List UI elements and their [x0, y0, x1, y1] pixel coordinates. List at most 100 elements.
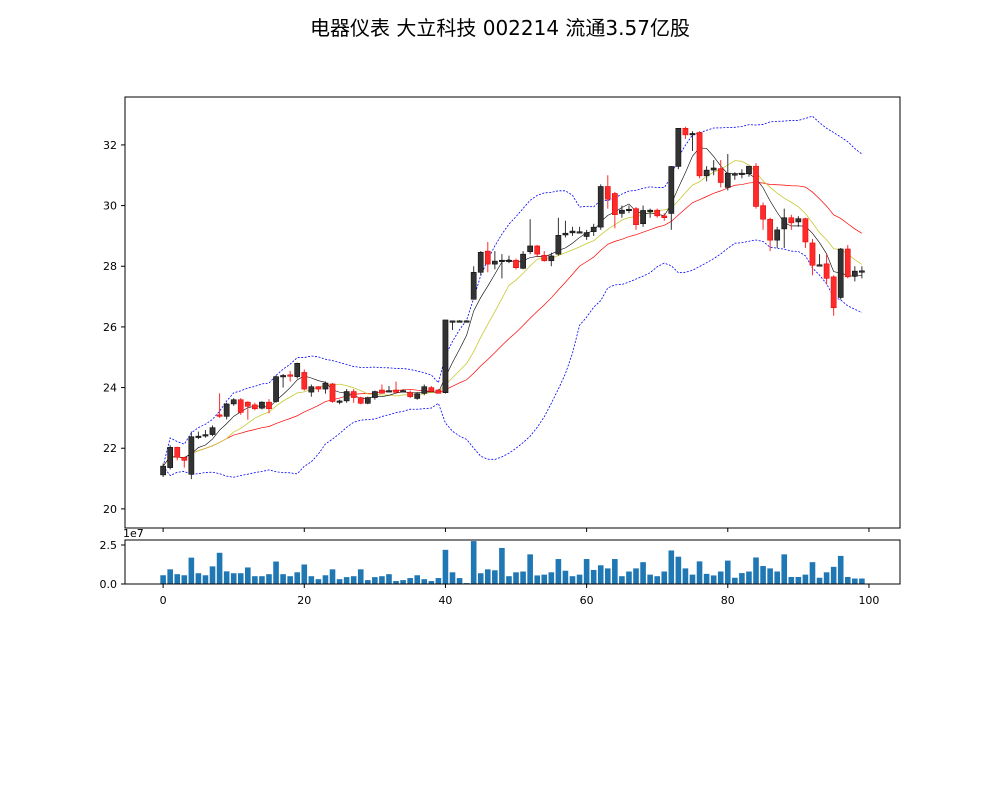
candle-body — [308, 386, 315, 393]
candle-body — [315, 386, 322, 390]
volume-bar — [237, 573, 244, 584]
candle-body — [859, 270, 865, 273]
volume-offset-text: 1e7 — [123, 527, 144, 540]
candle-body — [611, 193, 618, 215]
volume-bar — [181, 575, 188, 584]
y-tick-label: 28 — [103, 260, 117, 273]
volume-bar — [548, 572, 555, 584]
candle-body — [717, 168, 724, 183]
volume-bar — [188, 557, 195, 584]
volume-bar — [597, 565, 604, 584]
candle-body — [760, 205, 766, 220]
volume-bar — [534, 575, 541, 584]
candle-body — [195, 435, 202, 438]
x-tick-label: 100 — [858, 594, 879, 607]
candle-body — [583, 232, 590, 237]
volume-bar — [273, 561, 279, 584]
volume-bar — [252, 576, 258, 584]
candle-body — [731, 173, 738, 176]
candle-body — [294, 363, 301, 377]
volume-bar — [372, 577, 378, 584]
volume-bar — [746, 571, 752, 584]
candle-body — [661, 215, 668, 218]
candle-body — [407, 392, 414, 397]
candle-body — [301, 372, 308, 390]
volume-bar — [844, 576, 851, 584]
y-tick-label: 22 — [103, 442, 117, 455]
volume-bar — [633, 568, 639, 584]
volume-bar — [802, 574, 809, 584]
candle-body — [386, 390, 392, 393]
candle-body — [668, 166, 675, 214]
candle-body — [724, 172, 731, 188]
volume-bar — [350, 576, 357, 584]
volume-bar — [393, 581, 399, 584]
volume-bar — [280, 574, 286, 584]
candle-body — [767, 218, 773, 241]
volume-axes-frame — [124, 539, 901, 585]
candle-body — [343, 391, 350, 402]
volume-bar — [174, 574, 181, 584]
volume-bar — [767, 568, 773, 584]
volume-bar — [837, 555, 844, 584]
candle-body — [492, 260, 498, 265]
ma20-line — [162, 182, 863, 467]
candle-body — [400, 390, 406, 393]
volume-bar — [160, 575, 166, 584]
candle-body — [830, 276, 837, 309]
volume-bar — [513, 572, 519, 584]
volume-bar — [675, 556, 682, 584]
candle-body — [527, 245, 533, 252]
volume-bar — [795, 576, 802, 584]
candle-body — [160, 465, 166, 476]
candle-body — [689, 133, 696, 136]
candle-body — [654, 209, 661, 217]
plot-area — [160, 115, 865, 480]
volume-bar — [668, 550, 675, 584]
bollinger-lower-line — [162, 239, 863, 478]
volume-bar — [329, 569, 336, 584]
candle-body — [379, 389, 385, 394]
volume-bar — [308, 576, 315, 584]
volume-y-tick-label: 2.5 — [100, 539, 118, 552]
volume-bar — [442, 549, 449, 584]
volume-bar — [732, 577, 738, 584]
x-tick-label: 20 — [297, 594, 311, 607]
volume-bar — [647, 574, 653, 584]
candle-body — [534, 245, 541, 255]
volume-bar — [195, 573, 202, 584]
volume-bar — [703, 573, 710, 584]
volume-bar — [541, 574, 548, 584]
candle-body — [322, 382, 329, 390]
candle-body — [809, 242, 816, 266]
candle-body — [484, 250, 491, 265]
volume-bar — [266, 574, 272, 584]
candle-body — [449, 320, 456, 323]
bollinger-upper-line — [162, 115, 863, 467]
ma5-line — [162, 147, 862, 467]
candle-body — [456, 320, 463, 323]
candle-body — [626, 208, 632, 211]
candle-body — [216, 414, 223, 417]
volume-bar — [301, 564, 308, 584]
volume-bar — [619, 576, 625, 584]
volume-bar — [520, 571, 526, 584]
volume-bar — [753, 557, 759, 584]
volume-bar — [209, 566, 216, 584]
volume-bar — [682, 568, 689, 584]
candle-body — [619, 209, 625, 214]
volume-bar — [421, 579, 428, 584]
candle-body — [548, 255, 555, 262]
candle-body — [230, 399, 237, 405]
chart-title: 电器仪表 大立科技 002214 流通3.57亿股 — [310, 16, 690, 40]
volume-bar — [562, 570, 569, 584]
volume-bar — [230, 573, 237, 584]
candle-body — [562, 232, 569, 236]
volume-bar — [809, 562, 816, 584]
volume-bar — [470, 541, 477, 584]
candle-body — [844, 248, 851, 278]
volume-bar — [640, 562, 646, 584]
y-tick-label: 20 — [103, 503, 117, 516]
x-tick-label: 80 — [721, 594, 735, 607]
volume-bar — [202, 575, 209, 584]
